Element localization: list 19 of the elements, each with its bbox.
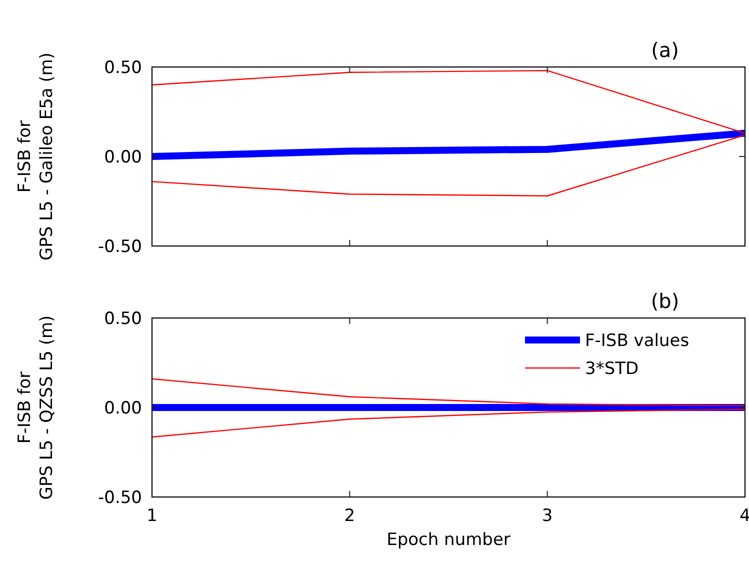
y-tick-label: -0.50 bbox=[98, 236, 142, 257]
y-tick-label: 0.00 bbox=[104, 398, 142, 418]
line-series bbox=[151, 378, 746, 406]
chart-title: (a) bbox=[651, 38, 679, 62]
y-axis-title: F-ISB for GPS L5 - Galileo E5a (m) bbox=[15, 52, 57, 261]
x-tick-label: 3 bbox=[542, 506, 553, 526]
y-tick-label: 0.50 bbox=[104, 58, 142, 78]
legend-label: 3*STD bbox=[585, 358, 639, 379]
x-tick-label: 1 bbox=[146, 506, 158, 526]
line-series bbox=[151, 408, 746, 438]
chart-title: (b) bbox=[650, 289, 680, 313]
y-tick-label: 0.50 bbox=[104, 308, 142, 329]
y-tick-label: -0.50 bbox=[98, 488, 142, 508]
y-tick-label: 0.00 bbox=[104, 147, 142, 168]
legend-label: F-ISB values bbox=[585, 330, 690, 351]
x-tick-label: 2 bbox=[344, 506, 356, 526]
x-axis-title: Epoch number bbox=[386, 530, 510, 550]
x-tick-label: 4 bbox=[740, 506, 749, 526]
y-axis-title: F-ISB for GPS L5 - QZSS L5 (m) bbox=[15, 315, 57, 500]
